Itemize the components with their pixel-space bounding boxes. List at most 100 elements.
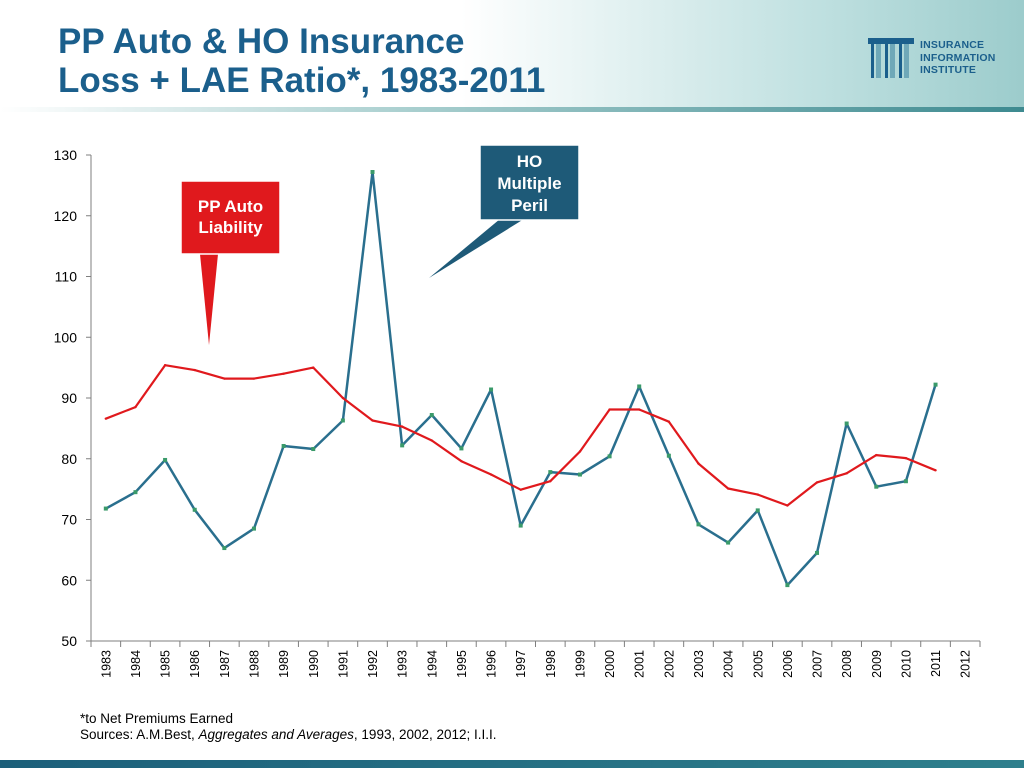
ho-callout-box: [479, 144, 580, 221]
pp-data-point: [786, 504, 789, 507]
ho-data-point: [400, 443, 405, 448]
x-tick-label: 2000: [603, 650, 617, 678]
y-tick-label: 110: [55, 269, 78, 285]
pp-data-point: [549, 480, 552, 483]
pp-data-point: [726, 487, 730, 490]
pp-data-point: [193, 368, 196, 372]
y-tick-label: 130: [54, 147, 78, 163]
header-band: [0, 0, 1024, 112]
ho-data-point: [815, 550, 820, 555]
ho-data-point: [785, 583, 790, 588]
iii-logo: INSURANCE INFORMATION INSTITUTE: [868, 38, 1013, 80]
ho-callout-pointer: [429, 219, 524, 278]
iii-logo-mark-icon: [868, 38, 914, 78]
pp-data-point: [312, 366, 315, 369]
pp-data-point: [341, 396, 345, 400]
pp-callout-pointer: [200, 254, 218, 345]
x-tick-label: 1989: [277, 650, 291, 678]
pp-data-point: [519, 488, 522, 491]
page-title: PP Auto & HO Insurance Loss + LAE Ratio*…: [58, 22, 545, 100]
title-line-1: PP Auto & HO Insurance: [58, 22, 465, 61]
footnote: *to Net Premiums Earned Sources: A.M.Bes…: [80, 711, 497, 743]
pp-data-point: [638, 408, 641, 411]
pp-data-point: [460, 459, 463, 463]
x-tick-label: 2011: [929, 650, 943, 677]
x-tick-label: 1987: [218, 650, 232, 678]
pp-callout-label: Liability: [198, 218, 263, 237]
pp-data-point: [134, 405, 137, 409]
x-tick-label: 2008: [840, 650, 854, 678]
logo-wordmark: INSURANCE INFORMATION INSTITUTE: [920, 39, 996, 77]
x-tick-label: 1985: [159, 650, 173, 678]
x-tick-label: 1983: [99, 650, 113, 678]
x-tick-label: 2005: [751, 650, 765, 678]
ho-data-point: [222, 546, 227, 551]
x-tick-label: 2006: [781, 650, 795, 678]
ho-data-point: [251, 526, 256, 531]
ho-data-point: [518, 523, 523, 528]
ho-callout-label: Peril: [511, 196, 548, 215]
x-tick-label: 1990: [307, 650, 321, 678]
pp-data-point: [104, 417, 108, 420]
ho-data-point: [666, 453, 671, 458]
ho-data-point: [370, 170, 375, 175]
logo-line-3: INSTITUTE: [920, 64, 977, 76]
ho-callout-label: Multiple: [497, 174, 561, 193]
pp-data-point: [578, 450, 582, 453]
x-tick-label: 1996: [485, 650, 499, 678]
ho-data-point: [637, 384, 642, 389]
loss-ratio-chart: 50 60 70 80 90 100 110 120 130 1983 1984 1985 1986 19…: [54, 144, 981, 678]
pp-data-point: [163, 363, 167, 367]
ho-data-point: [696, 522, 701, 527]
ho-data-point: [459, 446, 464, 451]
y-tick-label: 70: [61, 512, 77, 528]
pp-data-point: [904, 456, 908, 460]
ho-data-point: [874, 484, 879, 489]
pp-data-point: [815, 481, 819, 484]
x-tick-label: 2007: [811, 650, 825, 678]
pp-callout-box: [180, 180, 281, 255]
ho-data-point: [933, 382, 938, 387]
sources-suffix: , 1993, 2002, 2012; I.I.I.: [353, 727, 497, 742]
x-tick-label: 1988: [247, 650, 261, 678]
sources-prefix: Sources: A.M.Best,: [80, 727, 199, 742]
pp-data-point: [697, 462, 700, 465]
x-tick-label: 1984: [129, 650, 143, 678]
ho-data-point: [163, 457, 168, 462]
ho-data-point: [726, 540, 731, 545]
footnote-definition: *to Net Premiums Earned: [80, 711, 234, 726]
pp-data-point: [875, 453, 878, 457]
ho-data-point: [903, 479, 908, 484]
x-tick-label: 1999: [573, 650, 587, 678]
y-tick-label: 90: [61, 390, 77, 406]
x-tick-label: 2002: [662, 650, 676, 678]
ho-data-point: [429, 413, 434, 418]
x-tick-label: 1992: [366, 650, 380, 678]
ho-data-point: [548, 470, 553, 475]
ho-data-point: [311, 447, 316, 452]
pp-auto-liability-callout: PP Auto Liability: [180, 180, 281, 345]
x-tick-label: 2004: [722, 650, 736, 678]
y-tick-label: 120: [54, 208, 78, 224]
ho-data-point: [577, 472, 582, 477]
ho-multiple-peril-callout: HO Multiple Peril: [429, 144, 580, 278]
pp-data-point: [282, 372, 285, 375]
pp-data-point: [667, 420, 671, 423]
x-tick-label: 2003: [692, 650, 706, 678]
pp-data-point: [756, 493, 759, 496]
pp-data-point: [934, 469, 937, 472]
footnote-sources: Sources: A.M.Best, Aggregates and Averag…: [80, 727, 497, 743]
pp-data-point: [252, 377, 256, 380]
pp-callout-label: PP Auto: [198, 197, 263, 216]
pp-data-point: [489, 473, 493, 476]
logo-line-1: INSURANCE: [920, 39, 985, 51]
y-tick-label: 50: [61, 633, 77, 649]
ho-data-point: [844, 421, 849, 426]
pp-data-point: [400, 425, 404, 428]
ho-data-point: [340, 418, 345, 423]
x-tick-label: 1991: [336, 650, 350, 678]
x-tick-label: 1993: [396, 650, 410, 678]
ho-callout-label: HO: [517, 152, 543, 171]
x-tick-label: 2001: [633, 650, 647, 678]
ho-data-point: [755, 508, 760, 513]
